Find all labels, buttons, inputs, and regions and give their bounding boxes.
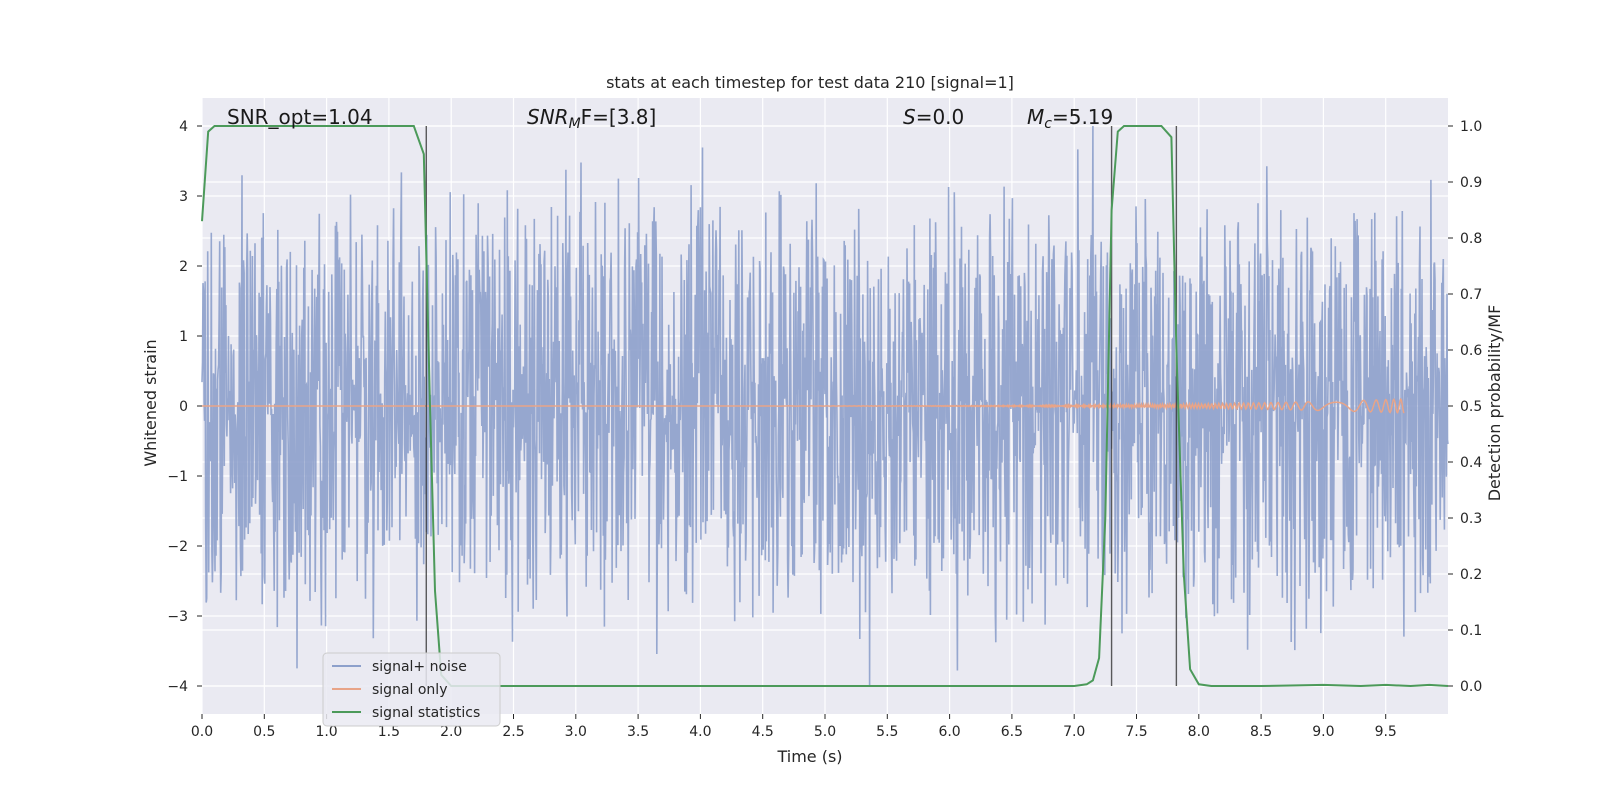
series-line-signal-only [202,397,1405,414]
y-tick-label: −2 [167,539,188,555]
annotation-mc-rest: =5.19 [1052,105,1113,129]
x-axis-ticks: 0.0 0.5 1.0 1.5 2.0 2.5 3.0 3.5 4.0 4.5 5.0 5.5 6.0 6… [191,714,1397,740]
x-tick-label: 9.0 [1312,724,1334,740]
x-tick-label: 0.5 [253,724,275,740]
x-axis-label: Time (s) [776,747,842,766]
x-tick-label: 1.5 [378,724,400,740]
x-tick-label: 2.0 [440,724,462,740]
y-axis-ticks: −4 −3 −2 −1 0 1 2 3 4 [167,119,202,695]
y-axis-right-ticks: 0.0 0.1 0.2 0.3 0.4 0.5 0.6 0.7 0.8 0.9 1.0 [1448,119,1482,695]
y-right-tick-label: 0.7 [1460,287,1482,303]
legend: signal+ noise signal only signal statist… [322,652,501,727]
y-tick-label: 2 [179,259,188,275]
y-right-tick-label: 0.6 [1460,343,1482,359]
y-tick-label: 3 [179,189,188,205]
series-signal-only [202,397,1405,414]
x-tick-label: 3.5 [627,724,649,740]
y-tick-label: −4 [167,679,188,695]
y-right-tick-label: 0.1 [1460,623,1482,639]
x-tick-label: 6.5 [1001,724,1023,740]
annotation-s: S=0.0 [903,105,964,129]
y-tick-label: 1 [179,329,188,345]
annotation-mc: Mc=5.19 [1027,105,1113,132]
x-tick-label: 5.0 [814,724,836,740]
y-tick-label: 0 [179,399,188,415]
legend-label-signal-statistics: signal statistics [372,705,480,721]
y-axis-right-label: Detection probability/MF [1485,305,1504,502]
annotation-snr-mf-symbol: SNR [527,105,569,129]
annotation-snr-opt: SNR_opt=1.04 [227,105,373,129]
x-tick-label: 7.0 [1063,724,1085,740]
y-tick-label: −1 [167,469,188,485]
x-tick-label: 8.5 [1250,724,1272,740]
legend-frame [322,652,501,727]
y-right-tick-label: 0.2 [1460,567,1482,583]
series-line-signal-statistics [201,125,1449,688]
legend-label-signal-only: signal only [372,682,447,698]
annotation-snr-mf-rest: F=[3.8] [581,105,657,129]
x-tick-label: 2.5 [502,724,524,740]
annotation-mc-symbol: M [1027,105,1044,129]
y-right-tick-label: 0.8 [1460,231,1482,247]
y-tick-label: −3 [167,609,188,625]
annotation-mc-sub: c [1044,116,1052,132]
y-right-tick-label: 0.3 [1460,511,1482,527]
annotation-snr-mf-sub: M [569,116,581,132]
x-tick-label: 7.5 [1125,724,1147,740]
series-signal-noise [201,125,1449,687]
x-tick-label: 4.5 [752,724,774,740]
series-line-signal-noise [201,125,1449,687]
annotation-snr-mf: SNRMF=[3.8] [527,105,656,132]
x-tick-label: 6.0 [938,724,960,740]
y-right-tick-label: 0.4 [1460,455,1482,471]
y-right-tick-label: 0.0 [1460,679,1482,695]
x-tick-label: 3.0 [565,724,587,740]
annotation-s-rest: =0.0 [916,105,965,129]
x-tick-label: 8.0 [1188,724,1210,740]
y-right-tick-label: 1.0 [1460,119,1482,135]
x-tick-label: 1.0 [315,724,337,740]
x-tick-label: 4.0 [689,724,711,740]
y-right-tick-label: 0.9 [1460,175,1482,191]
x-tick-label: 9.5 [1375,724,1397,740]
y-axis-label: Whitened strain [141,339,160,466]
legend-label-signal-noise: signal+ noise [372,659,467,675]
x-tick-label: 0.0 [191,724,213,740]
series-signal-statistics [201,125,1449,688]
y-right-tick-label: 0.5 [1460,399,1482,415]
x-tick-label: 5.5 [876,724,898,740]
y-tick-label: 4 [179,119,188,135]
annotation-s-symbol: S [903,105,916,129]
chart-title: stats at each timestep for test data 210… [606,73,1014,92]
